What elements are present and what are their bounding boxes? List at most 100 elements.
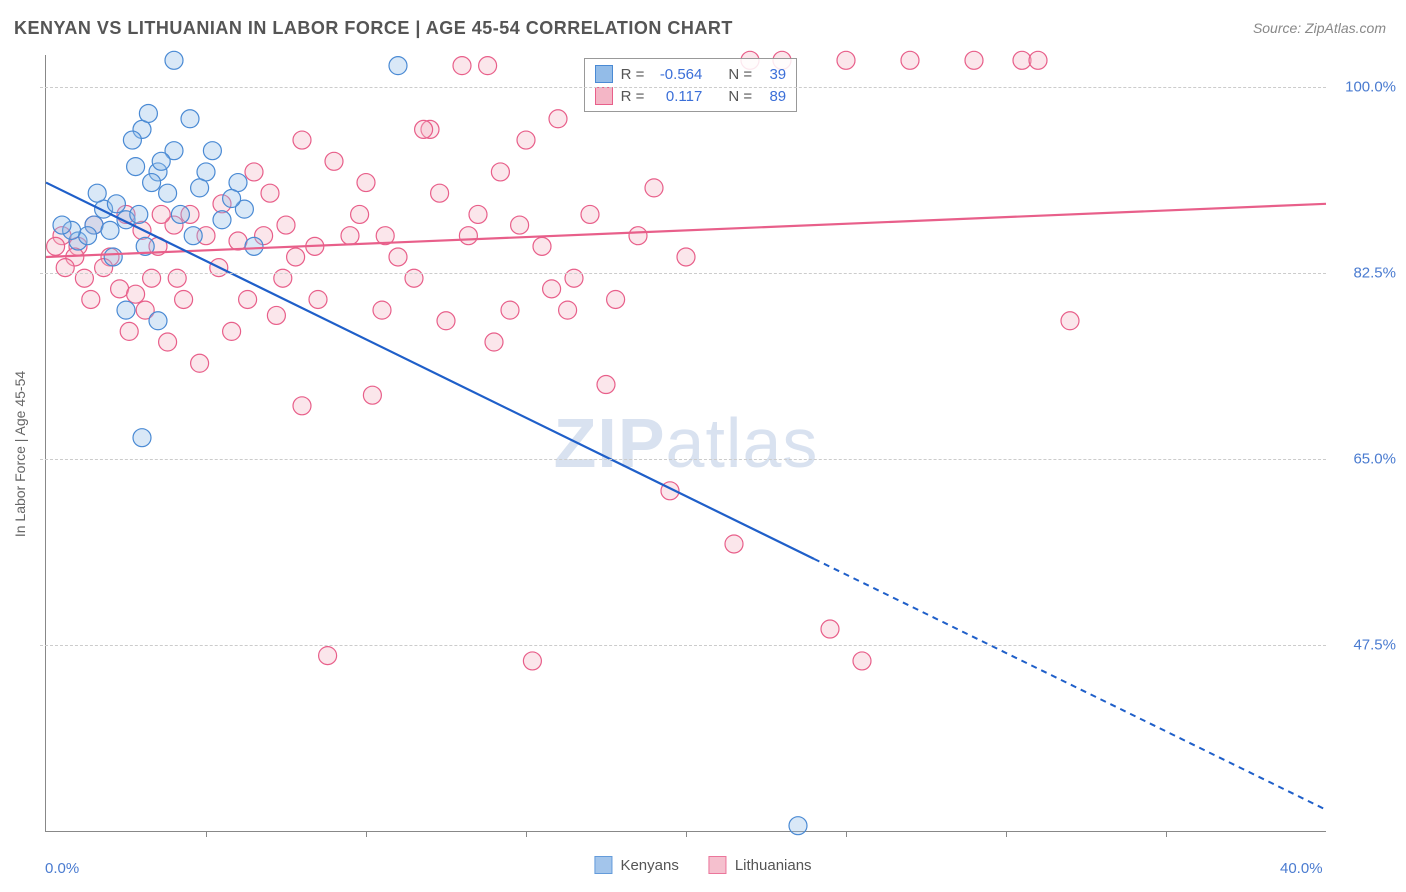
y-tick-label: 65.0% xyxy=(1353,450,1396,467)
data-point xyxy=(120,322,138,340)
r-value-kenyans: -0.564 xyxy=(652,66,702,83)
gridline xyxy=(40,645,1326,646)
data-point xyxy=(79,227,97,245)
data-point xyxy=(357,174,375,192)
data-point xyxy=(213,211,231,229)
data-point xyxy=(431,184,449,202)
data-point xyxy=(837,51,855,69)
data-point xyxy=(453,57,471,75)
data-point xyxy=(469,205,487,223)
data-point xyxy=(223,322,241,340)
data-point xyxy=(501,301,519,319)
data-point xyxy=(511,216,529,234)
data-point xyxy=(533,237,551,255)
y-tick-label: 82.5% xyxy=(1353,264,1396,281)
r-label: R = xyxy=(621,88,645,105)
data-point xyxy=(127,158,145,176)
data-point xyxy=(597,376,615,394)
data-point xyxy=(101,221,119,239)
data-point xyxy=(517,131,535,149)
data-point xyxy=(629,227,647,245)
data-point xyxy=(223,190,241,208)
data-point xyxy=(82,290,100,308)
data-point xyxy=(373,301,391,319)
data-point xyxy=(117,301,135,319)
data-point xyxy=(645,179,663,197)
data-point xyxy=(459,227,477,245)
x-tick xyxy=(686,831,687,837)
data-point xyxy=(107,195,125,213)
data-point xyxy=(789,817,807,835)
data-point xyxy=(559,301,577,319)
data-point xyxy=(725,535,743,553)
data-point xyxy=(245,237,263,255)
data-point xyxy=(197,163,215,181)
data-point xyxy=(607,290,625,308)
data-point xyxy=(159,184,177,202)
data-point xyxy=(389,57,407,75)
data-point xyxy=(104,248,122,266)
stats-legend-box: R = -0.564 N = 39 R = 0.117 N = 89 xyxy=(584,58,798,112)
x-tick xyxy=(846,831,847,837)
data-point xyxy=(309,290,327,308)
data-point xyxy=(191,179,209,197)
r-label: R = xyxy=(621,66,645,83)
data-point xyxy=(479,57,497,75)
data-point xyxy=(325,152,343,170)
data-point xyxy=(149,312,167,330)
stats-swatch-lithuanians xyxy=(595,87,613,105)
data-point xyxy=(351,205,369,223)
data-point xyxy=(1029,51,1047,69)
legend-label-lithuanians: Lithuanians xyxy=(735,857,812,874)
data-point xyxy=(123,131,141,149)
data-point xyxy=(239,290,257,308)
x-tick xyxy=(366,831,367,837)
data-point xyxy=(130,205,148,223)
data-point xyxy=(53,216,71,234)
data-point xyxy=(184,227,202,245)
stats-row-kenyans: R = -0.564 N = 39 xyxy=(595,63,787,85)
data-point xyxy=(47,237,65,255)
x-tick xyxy=(526,831,527,837)
legend-item-kenyans: Kenyans xyxy=(594,856,678,874)
data-point xyxy=(293,131,311,149)
data-point xyxy=(1061,312,1079,330)
y-axis-label: In Labor Force | Age 45-54 xyxy=(12,371,28,537)
bottom-legend: Kenyans Lithuanians xyxy=(594,856,811,874)
chart-title: KENYAN VS LITHUANIAN IN LABOR FORCE | AG… xyxy=(14,18,733,39)
data-point xyxy=(319,647,337,665)
data-point xyxy=(523,652,541,670)
data-point xyxy=(437,312,455,330)
source-label: Source: ZipAtlas.com xyxy=(1253,20,1386,36)
data-point xyxy=(175,290,193,308)
stats-swatch-kenyans xyxy=(595,65,613,83)
data-point xyxy=(549,110,567,128)
legend-item-lithuanians: Lithuanians xyxy=(709,856,812,874)
chart-area: ZIPatlas R = -0.564 N = 39 R = 0.117 N =… xyxy=(45,55,1326,832)
data-point xyxy=(415,120,433,138)
data-point xyxy=(181,110,199,128)
data-point xyxy=(267,306,285,324)
x-tick xyxy=(206,831,207,837)
x-tick-label: 0.0% xyxy=(45,860,79,877)
data-point xyxy=(581,205,599,223)
y-tick-label: 100.0% xyxy=(1345,78,1396,95)
data-point xyxy=(485,333,503,351)
data-point xyxy=(965,51,983,69)
x-tick xyxy=(1006,831,1007,837)
data-point xyxy=(389,248,407,266)
trend-line xyxy=(46,183,814,559)
stats-row-lithuanians: R = 0.117 N = 89 xyxy=(595,85,787,107)
data-point xyxy=(88,184,106,202)
data-point xyxy=(159,333,177,351)
data-point xyxy=(152,205,170,223)
n-label: N = xyxy=(728,66,752,83)
legend-swatch-kenyans xyxy=(594,856,612,874)
data-point xyxy=(363,386,381,404)
data-point xyxy=(133,429,151,447)
data-point xyxy=(261,184,279,202)
gridline xyxy=(40,273,1326,274)
data-point xyxy=(191,354,209,372)
n-label: N = xyxy=(728,88,752,105)
legend-label-kenyans: Kenyans xyxy=(620,857,678,874)
